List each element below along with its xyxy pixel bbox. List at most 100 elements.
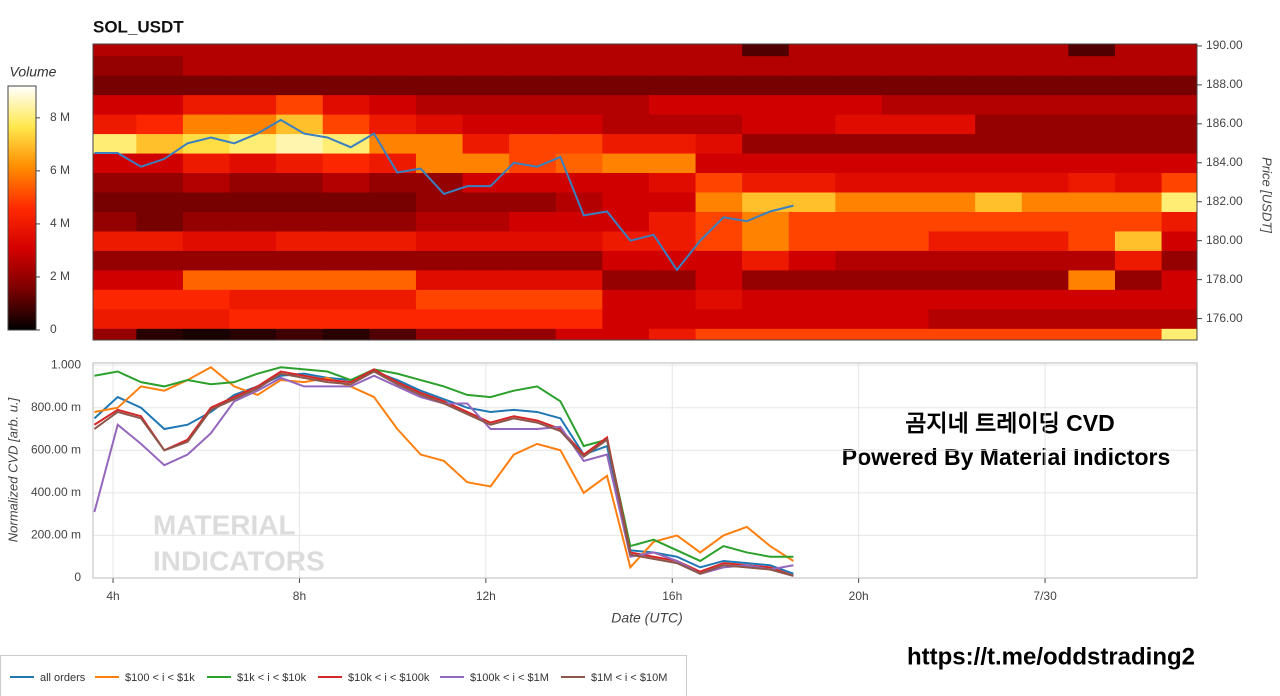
heat-cell [1021, 55, 1069, 76]
heat-cell [975, 153, 1023, 174]
heat-cell [136, 192, 184, 212]
heat-cell [695, 153, 743, 174]
heat-cell [415, 133, 464, 154]
heat-cell [93, 192, 137, 212]
colorbar-label: Volume [10, 64, 57, 80]
heat-cell [1021, 153, 1069, 174]
legend-label: $100 < i < $1k [125, 672, 195, 684]
heat-cell [1161, 250, 1197, 271]
heat-cell [648, 230, 697, 251]
heat-cell [509, 269, 557, 290]
heat-cell [881, 153, 930, 174]
heat-cell [695, 133, 743, 154]
heat-cell [1114, 172, 1163, 193]
heat-cell [881, 328, 930, 340]
heat-cell [835, 250, 883, 271]
y-tick-label: 800.00 m [31, 400, 81, 414]
heat-cell [975, 75, 1023, 96]
footer-link[interactable]: https://t.me/oddstrading2 [907, 643, 1195, 670]
heat-cell [229, 114, 277, 135]
heat-cell [276, 230, 324, 251]
heat-cell [369, 153, 417, 174]
heat-cell [509, 44, 557, 57]
heat-cell [742, 328, 790, 340]
heat-cell [276, 94, 324, 115]
heat-cell [881, 75, 930, 96]
heat-cell [1021, 328, 1069, 340]
annotation: 곰지네 트레이딩 CVD [905, 410, 1114, 436]
heat-cell [881, 211, 930, 232]
annotation: Powered By Material Indictors [842, 444, 1170, 470]
price-line [94, 118, 794, 272]
heat-cell [229, 94, 277, 115]
y-tick-label: 190.00 [1206, 38, 1243, 52]
heat-cell [182, 328, 231, 340]
heat-cell [1161, 192, 1197, 212]
heat-cell [1161, 308, 1197, 329]
heat-cell [742, 250, 790, 271]
heat-cell [648, 250, 697, 271]
heat-cell [182, 153, 231, 174]
heat-cell [369, 172, 417, 193]
heat-cell [462, 269, 510, 290]
y-tick-label: 186.00 [1206, 116, 1243, 130]
heat-cell [835, 308, 883, 329]
heat-cell [788, 172, 836, 193]
heat-cell [509, 94, 557, 115]
x-tick-label: 12h [476, 589, 496, 603]
heat-cell [415, 250, 464, 271]
watermark: INDICATORS [153, 545, 325, 576]
heat-cell [975, 55, 1023, 76]
heat-cell [1114, 75, 1163, 96]
heat-cell [509, 289, 557, 310]
heat-cell [1068, 308, 1116, 329]
heat-cell [1068, 211, 1116, 232]
y-tick-label: 184.00 [1206, 155, 1243, 169]
heat-cell [1068, 289, 1116, 310]
heat-cell [229, 192, 277, 212]
heat-cell [93, 308, 137, 329]
x-axis-label: Date (UTC) [611, 610, 683, 626]
heat-cell [322, 172, 370, 193]
heat-cell [369, 133, 417, 154]
heat-cell [602, 133, 650, 154]
heat-cell [415, 55, 464, 76]
heat-cell [136, 94, 184, 115]
legend-label: $10k < i < $100k [348, 672, 430, 684]
heat-cell [182, 211, 231, 232]
heat-cell [182, 192, 231, 212]
heat-cell [975, 269, 1023, 290]
heat-cell [509, 133, 557, 154]
heat-cell [928, 153, 976, 174]
heat-cell [742, 172, 790, 193]
heat-cell [93, 230, 137, 251]
heat-cell [555, 289, 603, 310]
heat-cell [509, 55, 557, 76]
heat-cell [322, 250, 370, 271]
heat-cell [136, 308, 184, 329]
heat-cell [1068, 114, 1116, 135]
heat-cell [93, 328, 137, 340]
heat-cell [1161, 289, 1197, 310]
heat-cell [835, 192, 883, 212]
heat-cell [276, 308, 324, 329]
heat-cell [788, 192, 836, 212]
heat-cell [462, 172, 510, 193]
heat-cell [881, 308, 930, 329]
heat-cell [229, 328, 277, 340]
heat-cell [182, 172, 231, 193]
heat-cell [1068, 250, 1116, 271]
heat-cell [695, 192, 743, 212]
heat-cell [1021, 192, 1069, 212]
heat-cell [1161, 94, 1197, 115]
heat-cell [322, 75, 370, 96]
heat-cell [1114, 308, 1163, 329]
heat-cell [182, 75, 231, 96]
heat-cell [276, 75, 324, 96]
heat-cell [1068, 133, 1116, 154]
heat-cell [462, 192, 510, 212]
heat-cell [93, 289, 137, 310]
heat-cell [1021, 114, 1069, 135]
heat-cell [975, 328, 1023, 340]
heat-cell [602, 230, 650, 251]
